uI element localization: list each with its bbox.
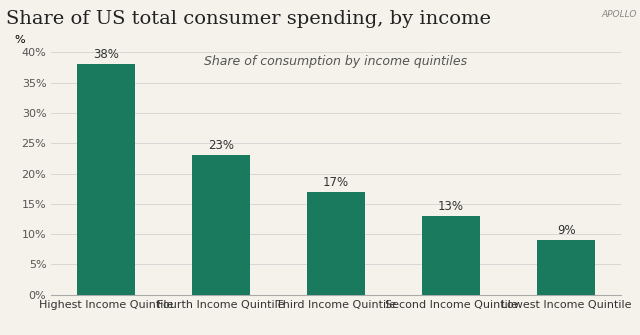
Text: 13%: 13% bbox=[438, 200, 464, 213]
Bar bbox=[422, 216, 480, 295]
Text: Share of consumption by income quintiles: Share of consumption by income quintiles bbox=[204, 55, 468, 68]
Y-axis label: %: % bbox=[15, 35, 25, 45]
Text: 17%: 17% bbox=[323, 176, 349, 189]
Text: 9%: 9% bbox=[557, 224, 575, 237]
Bar bbox=[192, 155, 250, 295]
Text: 23%: 23% bbox=[208, 139, 234, 152]
Text: APOLLO: APOLLO bbox=[602, 10, 637, 19]
Bar bbox=[77, 64, 134, 295]
Bar bbox=[307, 192, 365, 295]
Text: Share of US total consumer spending, by income: Share of US total consumer spending, by … bbox=[6, 10, 492, 28]
Bar bbox=[538, 240, 595, 295]
Text: 38%: 38% bbox=[93, 49, 119, 61]
